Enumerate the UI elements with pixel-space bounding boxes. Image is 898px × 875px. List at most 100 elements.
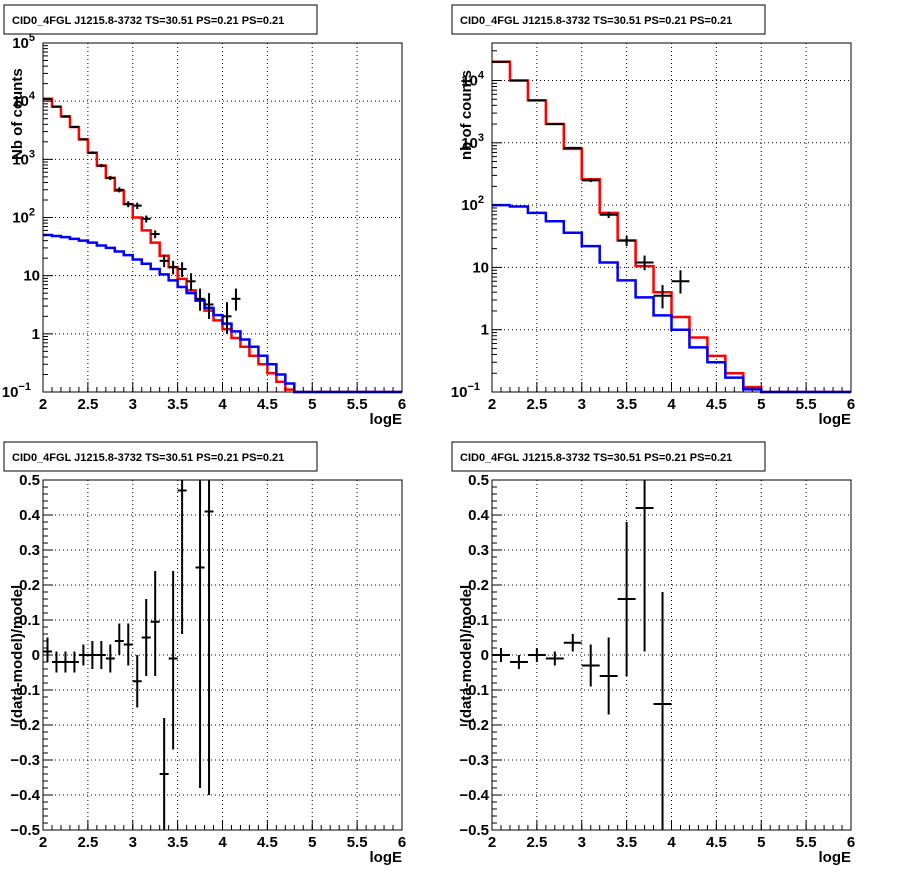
y-tick-label: 0 (32, 647, 40, 664)
data-point (51, 105, 61, 108)
plot-frame (491, 479, 852, 831)
x-tick-label: 4.5 (257, 396, 278, 413)
data-point (177, 480, 187, 634)
x-axis-label: logE (819, 411, 852, 428)
panel-title: CID0_4FGL J1215.8-3732 TS=30.51 PS=0.21 … (460, 15, 732, 27)
data-point (43, 98, 52, 101)
data-point (204, 293, 214, 319)
y-tick-label: 0.3 (19, 542, 40, 559)
y-tick-label: 0.4 (468, 507, 490, 524)
y-axis-label: Nb of counts (9, 68, 26, 160)
x-tick-label: 4.5 (706, 396, 727, 413)
y-tick-label: −0.5 (459, 822, 489, 839)
data-point (78, 138, 88, 141)
y-tick-label: −0.3 (459, 752, 489, 769)
y-tick-label: 0.4 (19, 507, 41, 524)
data-point (186, 273, 196, 291)
data-point (51, 651, 61, 673)
data-point (231, 288, 241, 311)
y-tick-label: −0.2 (10, 717, 40, 734)
x-tick-label: 4 (218, 834, 227, 851)
x-tick-label: 3.5 (616, 834, 637, 851)
x-tick-label: 5 (757, 834, 765, 851)
x-tick-label: 6 (398, 396, 406, 413)
x-tick-label: 5.5 (347, 834, 368, 851)
y-tick-label: 10 (23, 268, 40, 285)
data-point (195, 288, 205, 311)
data-point (150, 571, 160, 676)
x-tick-label: 4 (218, 396, 227, 413)
data-point (60, 651, 70, 673)
data-point (563, 146, 582, 149)
y-tick-label: 10 (472, 259, 489, 276)
data-point (195, 480, 205, 788)
y-tick-label: 0.5 (468, 472, 489, 489)
x-tick-label: 5.5 (796, 396, 817, 413)
y-tick-label: 10−1 (451, 381, 480, 401)
x-tick-label: 3.5 (167, 396, 188, 413)
y-tick-label: 0.1 (468, 612, 489, 629)
panel-top-left: CID0_4FGL J1215.8-3732 TS=30.51 PS=0.21 … (2, 4, 406, 428)
x-tick-label: 2.5 (526, 834, 547, 851)
data-point (204, 480, 214, 795)
data-point (545, 651, 564, 666)
x-tick-label: 5.5 (347, 396, 368, 413)
x-tick-label: 4.5 (257, 834, 278, 851)
y-axis-label: (data-model)/model (9, 585, 26, 723)
data-point (635, 480, 654, 652)
y-tick-label: 1 (32, 326, 40, 343)
x-tick-label: 6 (398, 834, 406, 851)
title-box (451, 441, 766, 472)
x-tick-label: 5 (308, 396, 316, 413)
title-box (3, 441, 318, 472)
data-point (87, 641, 97, 669)
y-tick-label: 1 (481, 322, 489, 339)
data-point (43, 637, 52, 662)
data-point (177, 262, 187, 277)
plot-frame (42, 42, 403, 393)
x-tick-label: 2 (488, 396, 496, 413)
x-tick-label: 2 (39, 396, 47, 413)
title-box (451, 4, 766, 35)
data-point (105, 644, 115, 673)
data-point (141, 599, 151, 676)
plot-frame (42, 479, 403, 831)
y-axis-label: (data-model)/model (458, 585, 475, 723)
data-point (563, 634, 582, 652)
y-tick-label: 0.2 (19, 577, 40, 594)
y-tick-label: 0.2 (468, 577, 489, 594)
y-tick-label: 0.5 (19, 472, 40, 489)
x-tick-label: 3 (578, 834, 586, 851)
data-point (617, 522, 636, 676)
data-point (132, 655, 142, 708)
x-tick-label: 3 (578, 396, 586, 413)
panel-title: CID0_4FGL J1215.8-3732 TS=30.51 PS=0.21 … (12, 15, 284, 27)
y-tick-label: 102 (12, 207, 35, 227)
y-tick-label: 0 (481, 647, 489, 664)
data-point (599, 637, 618, 715)
data-point (635, 255, 654, 271)
data-point (159, 254, 169, 268)
y-tick-label: −0.1 (459, 682, 489, 699)
data-point (60, 115, 70, 118)
x-tick-label: 3.5 (616, 396, 637, 413)
data-point (581, 178, 600, 183)
panel-title: CID0_4FGL J1215.8-3732 TS=30.51 PS=0.21 … (12, 452, 284, 464)
plot-frame (491, 42, 852, 393)
data-point (105, 175, 115, 181)
x-tick-label: 2.5 (526, 396, 547, 413)
data-point (114, 187, 124, 193)
data-point (69, 651, 79, 673)
data-point (671, 270, 690, 294)
data-point (150, 230, 160, 239)
data-point (96, 164, 106, 168)
y-tick-label: 102 (461, 194, 484, 214)
y-tick-label: −0.4 (10, 787, 40, 804)
x-tick-label: 5 (308, 834, 316, 851)
data-point (132, 202, 142, 210)
x-tick-label: 2 (488, 834, 496, 851)
x-tick-label: 6 (847, 834, 855, 851)
title-box (3, 4, 318, 35)
y-axis-label: nb of counts (458, 70, 475, 160)
